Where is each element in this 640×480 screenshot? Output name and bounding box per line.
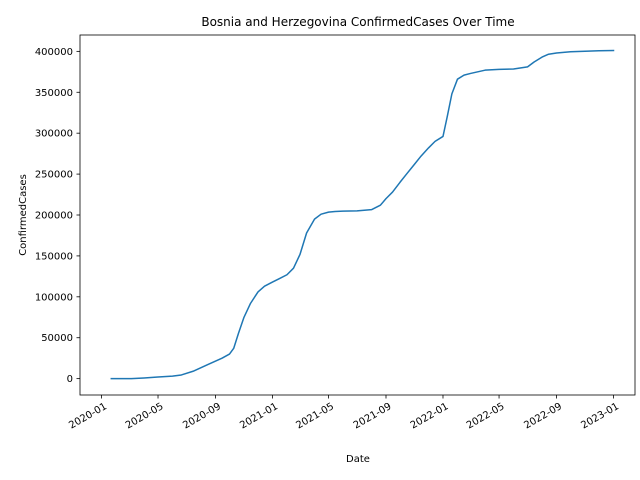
y-axis: 0 50000 100000 150000 200000 250000 300000 3500…	[35, 47, 80, 385]
y-tick-label: 350000	[35, 88, 73, 99]
y-tick-label: 300000	[35, 129, 73, 140]
y-tick-label: 200000	[35, 211, 73, 222]
y-tick-label: 100000	[35, 292, 73, 303]
y-tick-label: 400000	[35, 47, 73, 58]
y-tick-label: 50000	[41, 333, 73, 344]
chart-title: Bosnia and Herzegovina ConfirmedCases Ov…	[201, 15, 514, 29]
x-axis-title: Date	[346, 454, 370, 465]
y-tick-label: 150000	[35, 251, 73, 262]
y-tick-label: 250000	[35, 170, 73, 181]
y-tick-label: 0	[67, 374, 73, 385]
y-axis-title: ConfirmedCases	[18, 174, 29, 256]
series-line-0	[110, 49, 615, 380]
